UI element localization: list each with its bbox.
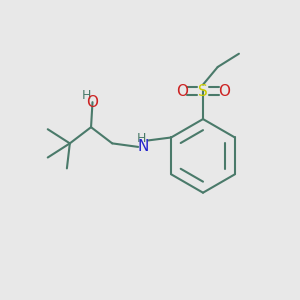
Text: H: H [137, 132, 146, 145]
Text: O: O [86, 95, 98, 110]
Text: H: H [81, 89, 91, 102]
Text: O: O [218, 84, 230, 99]
Text: O: O [176, 84, 188, 99]
Text: N: N [137, 140, 149, 154]
Text: S: S [198, 84, 208, 99]
